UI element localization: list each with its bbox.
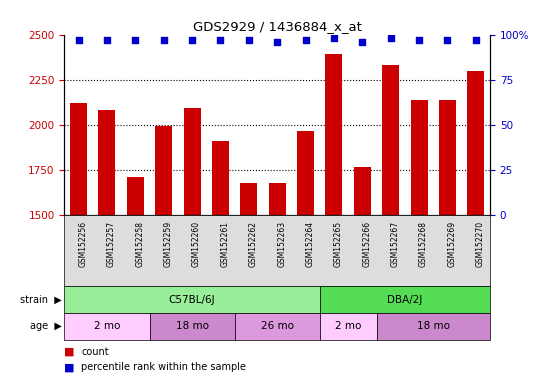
Text: GSM152263: GSM152263 (277, 221, 286, 267)
Bar (376, 313, 490, 340)
Point (188, 37, 197, 43)
Point (386, 35, 395, 41)
Text: GSM152265: GSM152265 (334, 221, 343, 267)
Bar (184, 108, 200, 384)
Text: C57BL/6J: C57BL/6J (169, 295, 216, 305)
Bar (439, 99, 456, 384)
Bar (382, 65, 399, 384)
Bar (354, 167, 371, 384)
Text: strain  ▶: strain ▶ (20, 295, 62, 305)
Text: GSM152262: GSM152262 (249, 221, 258, 267)
Bar (212, 141, 229, 384)
Text: GSM152270: GSM152270 (476, 221, 485, 267)
Text: GDS2929 / 1436884_x_at: GDS2929 / 1436884_x_at (193, 20, 362, 33)
Text: GSM152261: GSM152261 (221, 221, 230, 267)
Text: GSM152256: GSM152256 (78, 221, 87, 267)
Text: count: count (81, 347, 109, 357)
Point (414, 37, 423, 43)
Point (301, 37, 310, 43)
Text: GSM152269: GSM152269 (447, 221, 456, 267)
Bar (99, 110, 115, 384)
Text: GSM152258: GSM152258 (136, 221, 144, 267)
Bar (235, 313, 320, 340)
Bar (320, 286, 490, 313)
Bar (150, 313, 235, 340)
Text: GSM152267: GSM152267 (391, 221, 400, 267)
Bar (410, 101, 428, 384)
Text: DBA/2J: DBA/2J (387, 295, 423, 305)
Text: percentile rank within the sample: percentile rank within the sample (81, 362, 246, 372)
Text: ■: ■ (64, 362, 75, 372)
Point (244, 37, 253, 43)
Bar (127, 177, 144, 384)
Point (329, 35, 338, 41)
Bar (269, 182, 286, 384)
Text: GSM152257: GSM152257 (107, 221, 116, 267)
Bar (64, 286, 320, 313)
Text: 26 mo: 26 mo (261, 321, 293, 331)
Text: ■: ■ (64, 347, 75, 357)
Point (443, 37, 452, 43)
Text: 18 mo: 18 mo (176, 321, 208, 331)
Text: GSM152264: GSM152264 (306, 221, 315, 267)
Point (472, 37, 480, 43)
Bar (155, 126, 172, 384)
Point (131, 37, 140, 43)
Text: GSM152260: GSM152260 (192, 221, 201, 267)
Bar (70, 103, 87, 384)
Text: 18 mo: 18 mo (417, 321, 450, 331)
Text: age  ▶: age ▶ (30, 321, 62, 331)
Text: GSM152266: GSM152266 (362, 221, 371, 267)
Bar (297, 131, 314, 384)
Point (216, 37, 225, 43)
Text: GSM152259: GSM152259 (164, 221, 172, 267)
Point (159, 37, 168, 43)
Bar (325, 55, 343, 384)
Bar (64, 313, 150, 340)
Point (273, 39, 282, 45)
Bar (467, 71, 484, 384)
Text: GSM152268: GSM152268 (419, 221, 428, 267)
Point (102, 37, 111, 43)
Bar (240, 182, 258, 384)
Text: 2 mo: 2 mo (335, 321, 361, 331)
Point (74, 37, 83, 43)
Point (358, 39, 367, 45)
Text: 2 mo: 2 mo (94, 321, 120, 331)
Bar (320, 313, 376, 340)
